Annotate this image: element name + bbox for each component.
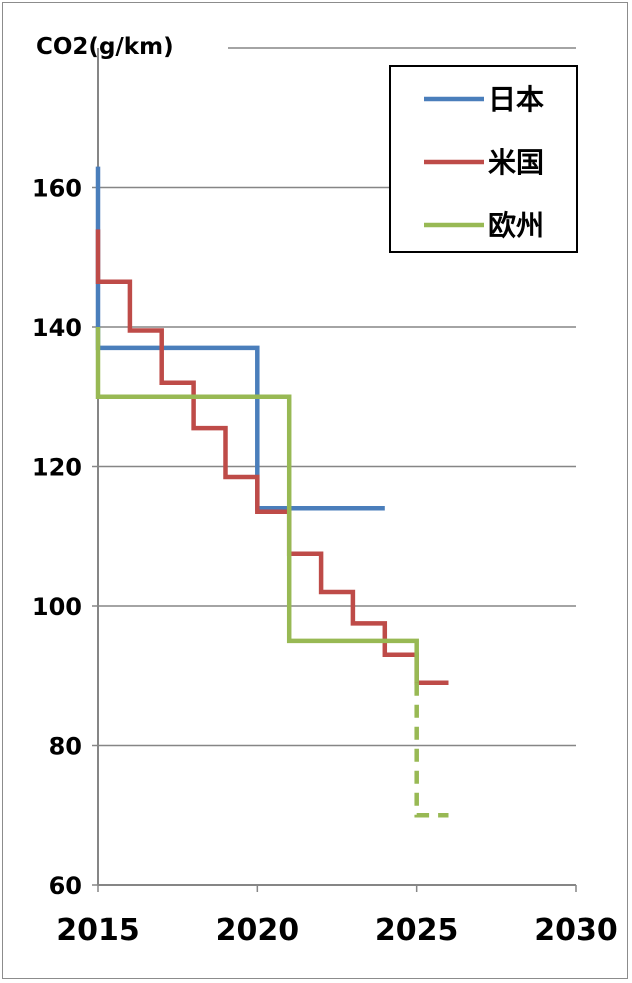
x-tick-label: 2025 xyxy=(375,913,459,948)
legend-label: 米国 xyxy=(488,146,544,179)
x-tick-label: 2030 xyxy=(534,913,618,948)
y-tick-label: 140 xyxy=(32,314,82,342)
y-tick-labels: 60 80 100 120 140 160 xyxy=(32,175,98,900)
x-tick-labels: 2015 2020 2025 2030 xyxy=(56,885,618,948)
y-axis-label: CO2(g/km) xyxy=(36,34,174,60)
legend-label: 日本 xyxy=(488,83,544,116)
y-tick-label: 100 xyxy=(32,593,82,621)
series-line-1 xyxy=(95,229,449,685)
series-line-0 xyxy=(95,166,385,511)
y-tick-label: 160 xyxy=(32,175,82,203)
x-tick-label: 2020 xyxy=(216,913,300,948)
y-tick-label: 60 xyxy=(49,872,82,900)
series-line-2 xyxy=(95,327,419,683)
grid-lines xyxy=(98,47,576,747)
x-tick-label: 2015 xyxy=(56,913,140,948)
series-lines xyxy=(95,166,449,818)
y-tick-label: 80 xyxy=(49,733,82,761)
y-tick-label: 120 xyxy=(32,454,82,482)
series-projection-2 xyxy=(414,682,449,818)
legend-label: 欧州 xyxy=(488,209,544,242)
